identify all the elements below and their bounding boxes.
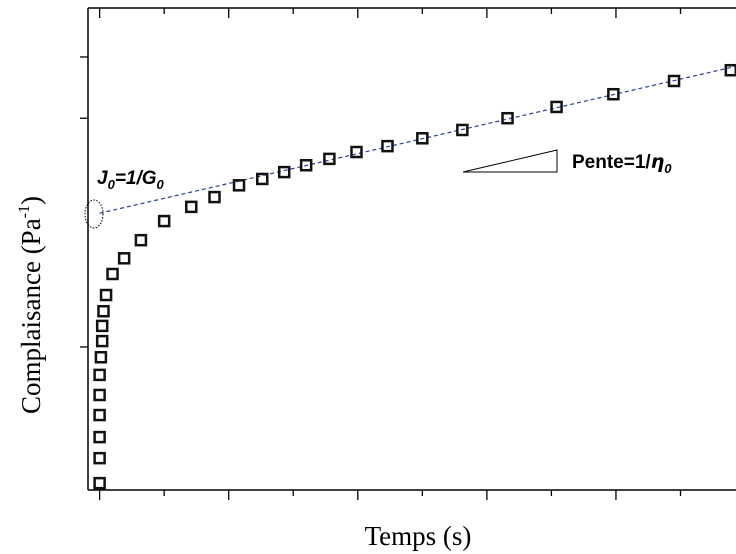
data-point	[277, 165, 291, 179]
data-point	[550, 100, 563, 114]
data-point	[93, 408, 106, 422]
data-point	[185, 200, 198, 214]
ann-part: J	[97, 168, 108, 189]
data-point	[95, 319, 109, 333]
data-point	[381, 139, 394, 153]
fit-line	[99, 65, 736, 214]
data-point	[256, 172, 269, 186]
ann-sub: 0	[157, 177, 165, 192]
data-point	[99, 288, 113, 302]
data-point	[134, 233, 148, 247]
data-point	[667, 74, 681, 88]
slope-annotation: Pente=1/η0	[572, 151, 672, 176]
y-axis-label-sup: -1	[16, 205, 33, 218]
y-axis-label-text: Complaisance (Pa	[16, 218, 46, 414]
data-point	[323, 152, 336, 166]
data-point	[299, 158, 313, 172]
data-point	[93, 368, 106, 382]
data-point	[93, 451, 106, 465]
ann-part: Pente=1/	[572, 152, 651, 173]
data-point	[350, 145, 363, 159]
ann-sub: 0	[108, 177, 116, 192]
data-point	[501, 111, 514, 125]
ann-sub: 0	[664, 161, 672, 176]
intercept-marker	[84, 199, 104, 229]
data-point	[117, 252, 131, 265]
slope-triangle	[462, 149, 558, 173]
data-point	[157, 214, 171, 228]
ann-part: =1/G	[115, 168, 157, 189]
data-point	[456, 123, 469, 137]
data-point	[97, 304, 110, 318]
y-axis-label-end: )	[16, 196, 46, 205]
y-axis-label: Complaisance (Pa-1)	[16, 196, 46, 414]
intercept-annotation: J0=1/G0	[97, 168, 165, 192]
data-point	[106, 267, 119, 281]
x-axis-label: Temps (s)	[365, 521, 472, 551]
data-point	[607, 87, 620, 101]
data-point	[416, 132, 429, 145]
data-point	[93, 388, 106, 402]
data-point	[95, 334, 109, 348]
data-point	[93, 430, 106, 444]
data-point	[232, 179, 246, 192]
data-point	[93, 476, 106, 490]
data-point	[94, 351, 108, 364]
data-point	[208, 190, 221, 204]
ann-eta: η	[651, 151, 665, 173]
